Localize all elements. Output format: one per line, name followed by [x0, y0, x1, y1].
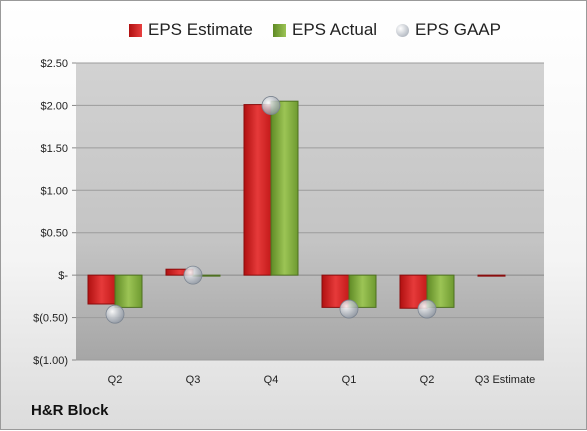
x-tick-label: Q3 Estimate: [475, 374, 536, 386]
estimate-bar: [243, 104, 272, 276]
red-square-icon: [129, 23, 142, 37]
gaap-marker: [105, 304, 125, 324]
y-tick-label: $(1.00): [33, 355, 68, 367]
legend: EPS Estimate EPS Actual EPS GAAP: [1, 15, 587, 45]
y-tick-label: $2.50: [40, 58, 68, 70]
green-square-icon: [273, 23, 286, 37]
y-tick-label: $(0.50): [33, 313, 68, 325]
x-tick-label: Q1: [342, 374, 357, 386]
gray-circle-icon: [396, 23, 409, 37]
x-tick-label: Q4: [264, 374, 279, 386]
gaap-marker: [339, 299, 359, 319]
legend-item-actual: EPS Actual: [273, 15, 377, 45]
plot-area: [76, 63, 544, 360]
estimate-bar: [477, 274, 506, 277]
legend-label-gaap: EPS GAAP: [415, 20, 501, 39]
legend-label-estimate: EPS Estimate: [148, 20, 253, 39]
x-tick-label: Q2: [420, 374, 435, 386]
gaap-marker: [183, 265, 203, 285]
gaap-marker: [417, 299, 437, 319]
x-tick-label: Q2: [108, 374, 123, 386]
company-label: H&R Block: [31, 402, 109, 419]
actual-bar: [270, 100, 299, 276]
y-tick-label: $1.00: [40, 185, 68, 197]
legend-item-estimate: EPS Estimate: [129, 15, 253, 45]
y-tick-label: $-: [58, 270, 68, 282]
x-tick-label: Q3: [186, 374, 201, 386]
y-tick-label: $1.50: [40, 143, 68, 155]
y-tick-label: $2.00: [40, 100, 68, 112]
legend-label-actual: EPS Actual: [292, 20, 378, 39]
legend-item-gaap: EPS GAAP: [396, 15, 501, 45]
actual-bar: [114, 274, 143, 308]
y-tick-label: $0.50: [40, 228, 68, 240]
estimate-bar: [87, 274, 116, 305]
gaap-marker: [261, 96, 281, 115]
